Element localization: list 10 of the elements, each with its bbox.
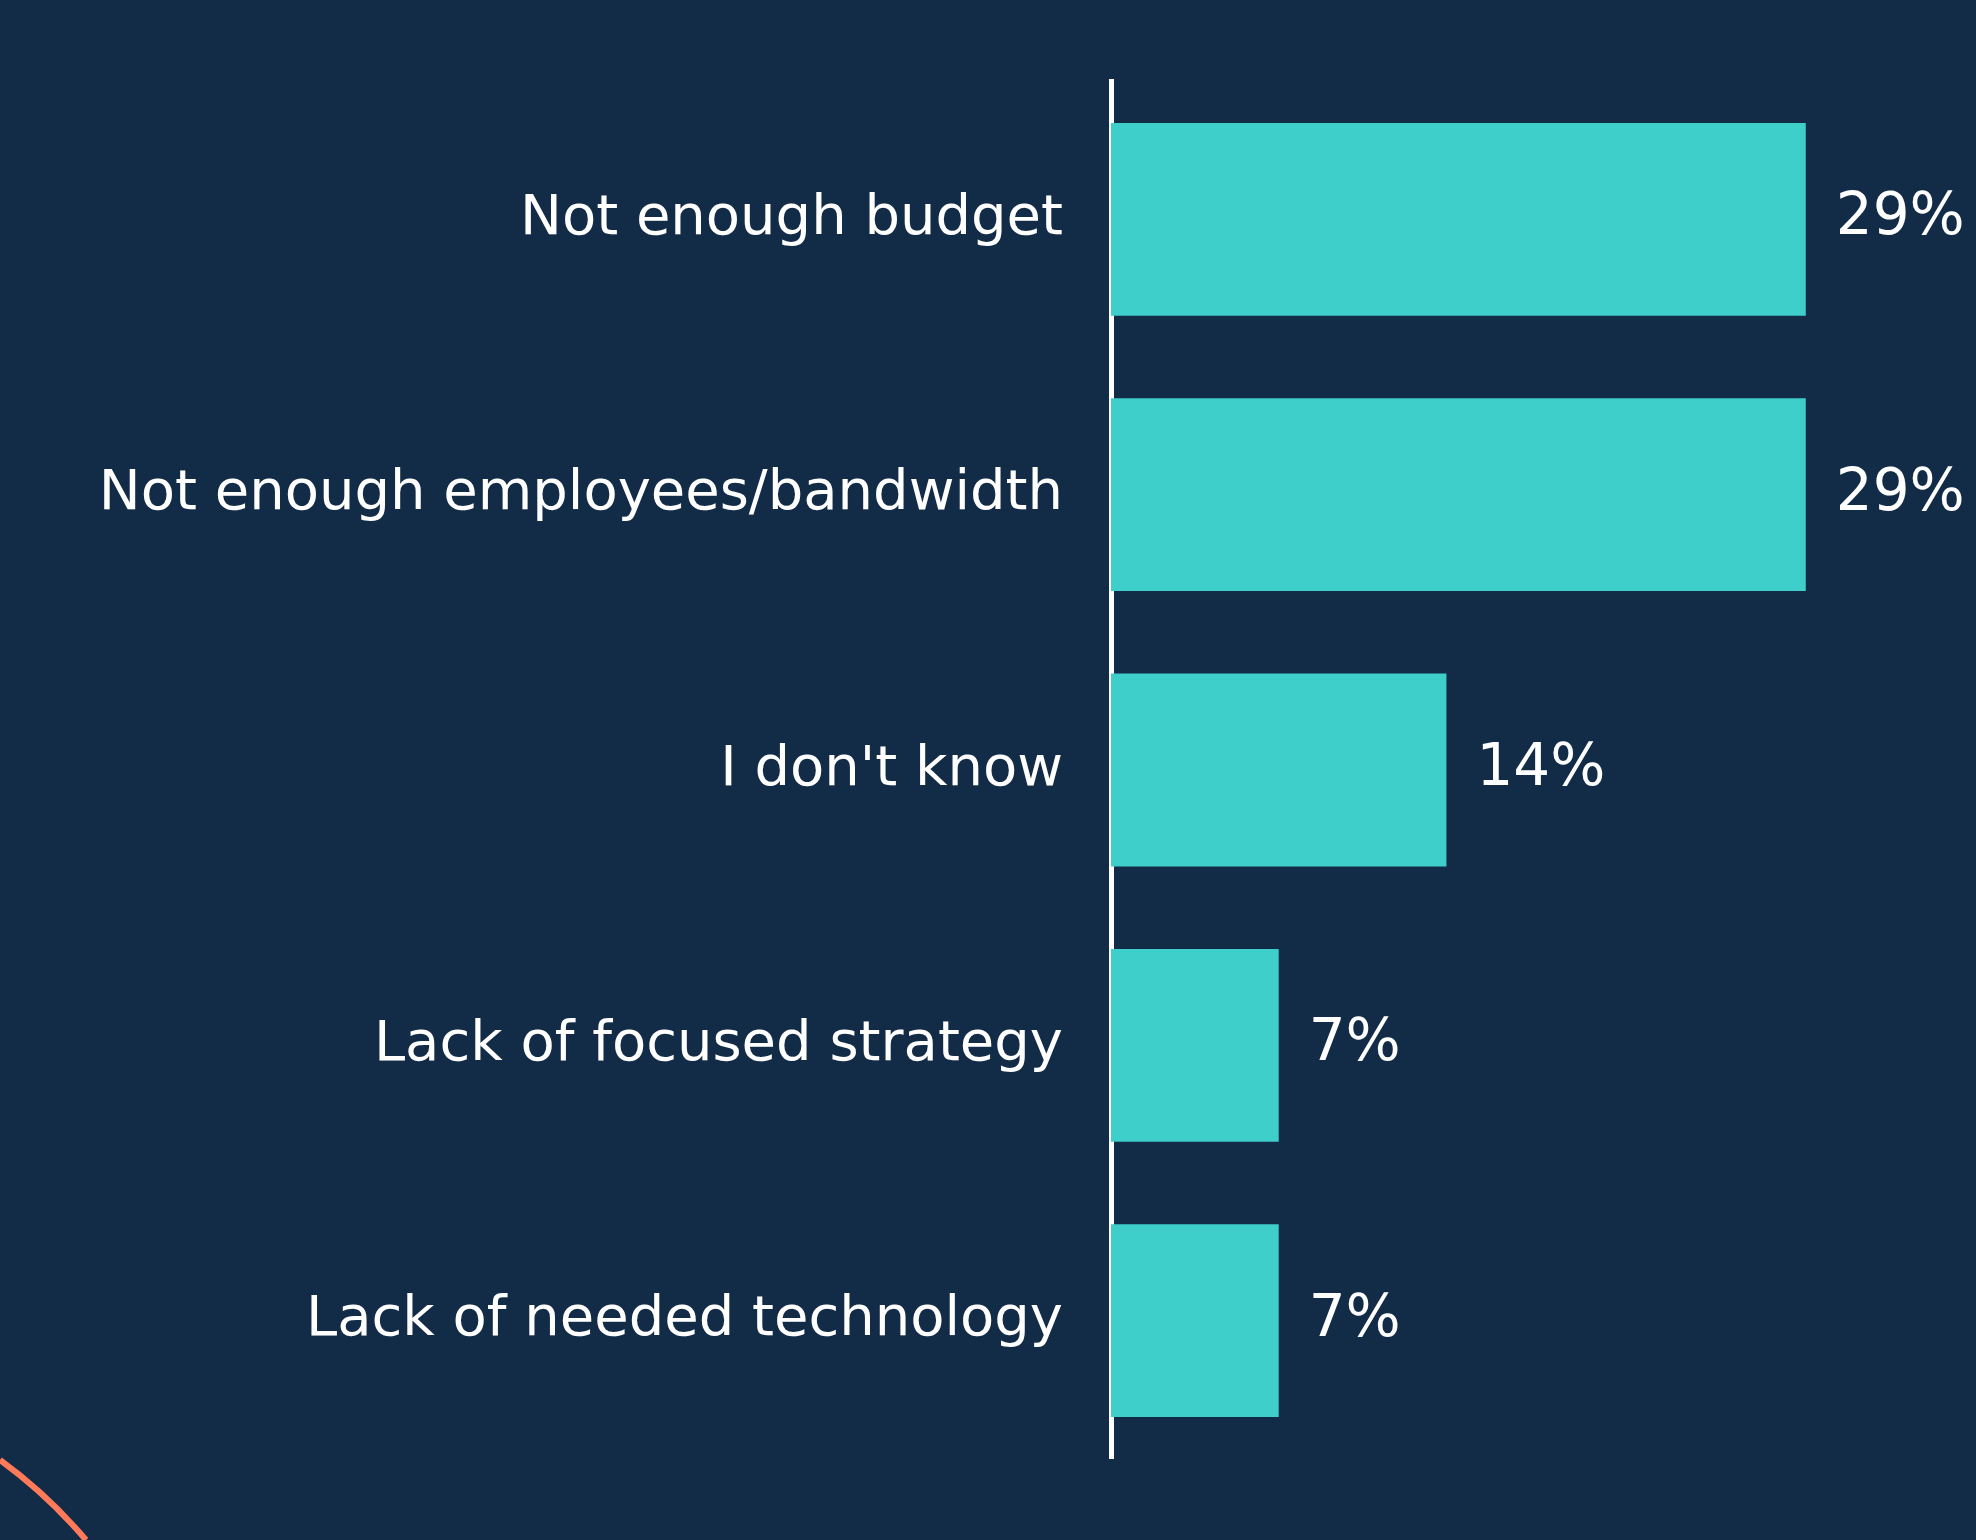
- y-tick-label: I don't know: [720, 732, 1063, 798]
- y-tick-label: Lack of focused strategy: [373, 1007, 1063, 1073]
- data-label: 29%: [1835, 180, 1965, 249]
- data-label: 7%: [1308, 1281, 1401, 1350]
- data-label: 14%: [1476, 731, 1606, 800]
- y-tick-label: Lack of needed technology: [305, 1283, 1063, 1349]
- data-label: 29%: [1835, 455, 1965, 524]
- y-tick-label: Not enough employees/bandwidth: [98, 457, 1063, 523]
- y-tick-label: Not enough budget: [520, 181, 1063, 247]
- data-label: 7%: [1308, 1006, 1401, 1075]
